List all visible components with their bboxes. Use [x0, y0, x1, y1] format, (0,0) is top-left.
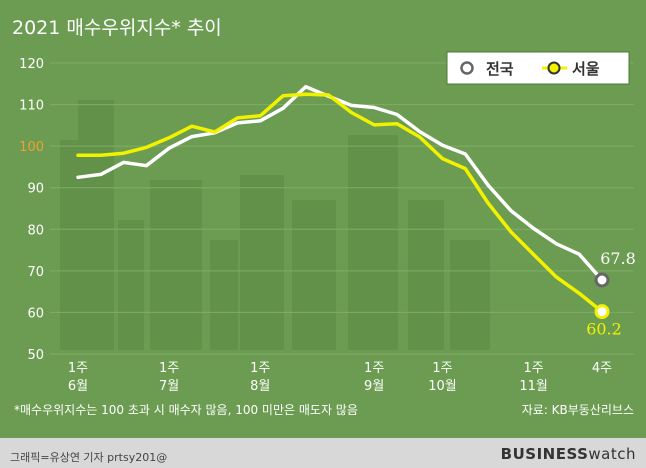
end-labels: 67.8 60.2	[586, 249, 636, 339]
x-tick-label-week: 1주	[432, 361, 452, 376]
x-tick-label-week: 1주	[68, 361, 88, 376]
x-tick-label-week: 1주	[364, 361, 384, 376]
y-tick-label: 100	[19, 140, 44, 155]
series-lines	[76, 84, 610, 320]
series-line-seoul	[76, 92, 604, 314]
x-tick-label-week: 1주	[159, 361, 179, 376]
legend-seoul-marker	[547, 61, 561, 75]
x-tick-label-month: 8월	[250, 379, 270, 394]
footnote: *매수우위지수는 100 초과 시 매수자 많음, 100 미만은 매도자 많음	[14, 403, 358, 417]
legend-national-marker	[460, 61, 474, 75]
x-tick-label-month: 10월	[428, 379, 457, 394]
y-tick-label: 70	[27, 265, 44, 280]
y-tick-label: 50	[27, 348, 44, 363]
x-tick-label-week: 1주	[524, 361, 544, 376]
credit-bar	[0, 438, 646, 468]
legend: 전국 서울	[446, 51, 630, 85]
x-tick-label-month: 9월	[364, 379, 384, 394]
series-line-national	[76, 84, 604, 282]
source-note: 자료: KB부동산리브스	[522, 403, 634, 417]
x-tick-label-month: 7월	[159, 379, 179, 394]
brand-logo: BUSINESSwatch	[501, 445, 636, 463]
y-axis: 50 60 70 80 90 100 110 120	[19, 57, 44, 363]
x-axis: 1주 6월 1주 7월 1주 8월 1주 9월 1주 10월 1주 11월 4주	[68, 361, 612, 394]
x-tick-label-month: 6월	[68, 379, 88, 394]
end-label-seoul: 60.2	[586, 320, 622, 339]
y-tick-label: 90	[27, 182, 44, 197]
x-tick-label-month: 11월	[519, 379, 548, 394]
brand-light: watch	[588, 445, 636, 463]
y-tick-label: 80	[27, 223, 44, 238]
end-marker-seoul	[594, 304, 610, 320]
credit-text: 그래픽=유상연 기자 prtsy201@	[10, 451, 168, 464]
x-tick-label-week: 1주	[250, 361, 270, 376]
x-tick-label-week: 4주	[592, 361, 612, 376]
end-label-national: 67.8	[600, 249, 636, 268]
brand-bold: BUSINESS	[500, 445, 589, 463]
y-tick-label: 120	[19, 57, 44, 72]
chart-title: 2021 매수우위지수* 추이	[12, 17, 222, 39]
y-tick-label: 60	[27, 306, 44, 321]
end-marker-national	[594, 272, 610, 288]
y-tick-label: 110	[19, 99, 44, 114]
legend-national-label: 전국	[486, 60, 514, 78]
legend-seoul-label: 서울	[572, 60, 600, 78]
